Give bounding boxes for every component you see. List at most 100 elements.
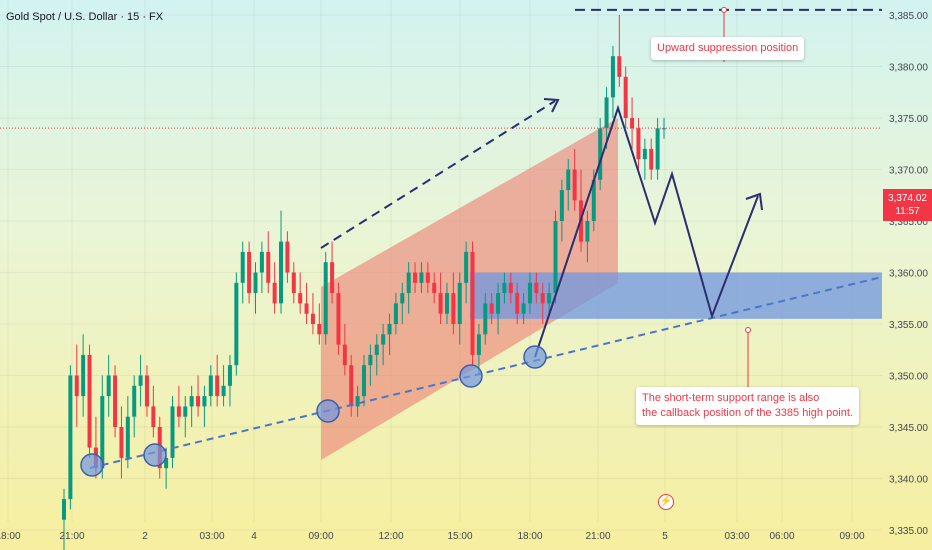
candle-body	[457, 282, 462, 324]
candle-body	[247, 251, 252, 294]
time-tick-label: 03:00	[199, 531, 224, 542]
candle-body	[240, 251, 245, 283]
trend-arrow-head	[543, 98, 560, 113]
candle-body	[151, 406, 156, 427]
time-tick-label: 2	[142, 531, 148, 542]
candle-body	[138, 375, 143, 386]
candle-body	[202, 396, 207, 407]
time-axis[interactable]: 18:00 21:00 2 03:00 4 09:00 12:00 15:00 18:00 21:…	[0, 531, 865, 542]
candle-body	[215, 375, 220, 397]
time-tick-label: 09:00	[308, 531, 333, 542]
candle-body	[189, 396, 194, 407]
candle-body	[317, 324, 322, 335]
price-axis[interactable]: 3,335.00 3,340.00 3,345.00 3,350.00 3,355.00…	[889, 0, 928, 537]
candle-body	[253, 272, 258, 294]
candle-body	[183, 406, 188, 417]
drawings	[80, 6, 883, 477]
candle-body	[196, 396, 201, 407]
price-tick-label: 3,345.00	[889, 423, 928, 434]
candle-body	[438, 293, 443, 314]
candle-body	[630, 118, 635, 129]
candle-body	[132, 385, 137, 417]
trend-arrow-line	[320, 100, 556, 249]
support-annotation[interactable]: The short-term support range is also the…	[636, 387, 859, 425]
bar-countdown: 11:57	[895, 206, 920, 217]
candle-body	[400, 293, 405, 304]
candle-body	[119, 427, 124, 458]
candle-body	[534, 282, 539, 294]
candle-body	[279, 241, 284, 304]
candle-body	[355, 396, 360, 407]
support-callout-dot	[745, 327, 751, 333]
candle-body	[342, 344, 347, 366]
touch-point-marker	[459, 364, 483, 388]
price-tick-label: 3,375.00	[889, 114, 928, 125]
candle-body	[508, 282, 513, 294]
time-tick-label: 4	[251, 531, 257, 542]
price-tick-label: 3,385.00	[889, 11, 928, 22]
candle-body	[604, 97, 609, 129]
candle-body	[464, 251, 469, 283]
price-tick-label: 3,335.00	[889, 526, 928, 537]
candle-body	[170, 406, 175, 458]
candle-body	[610, 56, 615, 98]
candle-body	[553, 221, 558, 294]
touch-point-marker	[80, 453, 104, 477]
candle-body	[444, 293, 449, 314]
candle-body	[655, 128, 660, 170]
candle-body	[272, 282, 277, 304]
time-tick-label: 15:00	[447, 531, 472, 542]
projected-arrow-head	[745, 192, 763, 211]
candle-body	[496, 293, 501, 314]
candle-body	[221, 385, 226, 397]
candle-body	[598, 128, 603, 180]
time-tick-label: 12:00	[378, 531, 403, 542]
symbol-title[interactable]: Gold Spot / U.S. Dollar · 15 · FX	[6, 11, 164, 23]
candle-body	[227, 365, 232, 386]
candle-body	[374, 344, 379, 355]
candle-body	[349, 365, 354, 407]
candle-body	[476, 334, 481, 355]
candle-body	[125, 416, 130, 458]
touch-point-marker	[523, 345, 547, 369]
candle-body	[393, 303, 398, 324]
candle-body	[617, 56, 622, 77]
candle-body	[330, 262, 335, 294]
grid	[0, 0, 882, 531]
candle-body	[323, 262, 328, 335]
time-tick-label: 18:00	[517, 531, 542, 542]
time-tick-label: 06:00	[769, 531, 794, 542]
time-tick-label: 09:00	[839, 531, 864, 542]
candle-body	[176, 406, 181, 417]
candle-body	[425, 272, 430, 283]
candle-body	[483, 303, 488, 335]
resistance-annotation[interactable]: Upward suppression position	[651, 37, 805, 60]
price-tick-label: 3,360.00	[889, 269, 928, 280]
support-zone	[470, 272, 882, 319]
price-tick-label: 3,350.00	[889, 372, 928, 383]
candle-body	[113, 375, 118, 427]
candle-body	[62, 499, 66, 520]
candle-body	[585, 221, 590, 242]
candle-body	[74, 375, 79, 397]
candle-body	[310, 313, 315, 324]
candle-body	[266, 251, 271, 283]
candle-body	[636, 128, 641, 160]
candle-body	[144, 375, 149, 407]
candle-body	[298, 293, 303, 304]
time-tick-label: 03:00	[724, 531, 749, 542]
candle-body	[451, 293, 456, 324]
candle-body	[208, 375, 213, 397]
lightning-icon[interactable]: ⚡	[658, 494, 674, 510]
candle-body	[387, 324, 392, 335]
time-tick-label: 21:00	[59, 531, 84, 542]
candle-body	[87, 354, 92, 448]
candle-body	[413, 272, 418, 283]
candle-body	[489, 303, 494, 314]
rising-channel	[321, 118, 618, 460]
candle-body	[164, 457, 169, 469]
candle-body	[304, 303, 309, 314]
touch-point-marker	[143, 443, 167, 467]
